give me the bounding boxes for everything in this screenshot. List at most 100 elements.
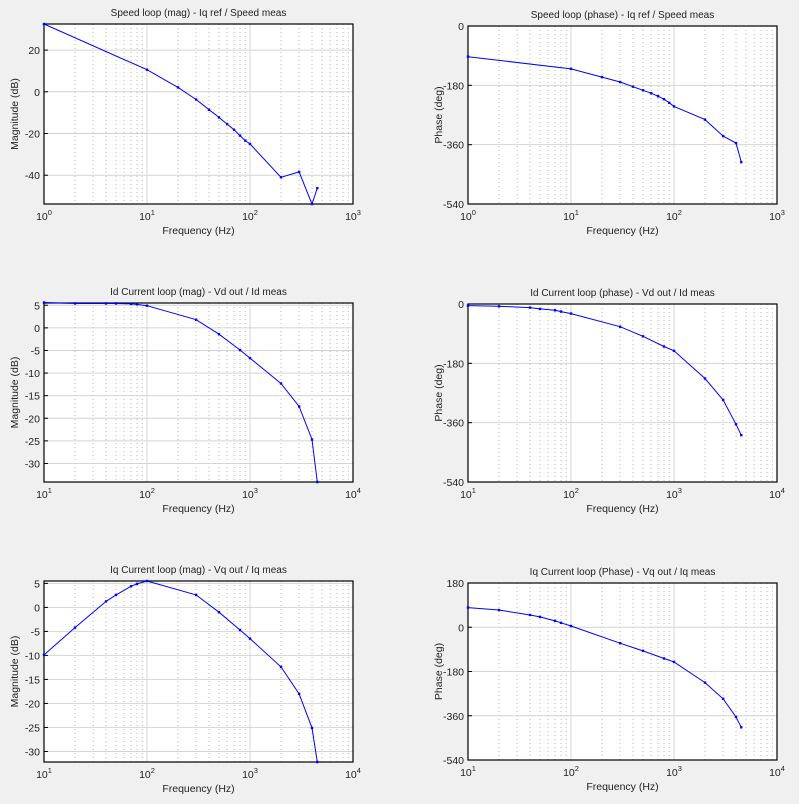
data-point [316, 186, 319, 190]
y-tick-label: 0 [34, 87, 40, 99]
axes-frame [467, 582, 778, 761]
chart-title: Speed loop (mag) - Iq ref / Speed meas [111, 8, 287, 19]
y-tick-label: 0 [34, 602, 40, 614]
y-tick-label: -540 [443, 477, 464, 489]
data-point [631, 85, 635, 88]
data-point [497, 608, 501, 612]
data-point [641, 335, 645, 338]
y-tick-label: -10 [25, 368, 40, 380]
chart-title: Id Current loop (mag) - Vd out / Id meas [110, 287, 287, 298]
data-point [734, 423, 738, 426]
data-point [641, 649, 645, 653]
x-tick-label: 104 [769, 764, 785, 779]
data-point [310, 726, 314, 730]
x-axis-label: Frequency (Hz) [162, 225, 234, 237]
data-point [569, 624, 573, 628]
data-point [316, 760, 319, 764]
data-point [194, 318, 198, 321]
plot-iq-phase: 101 102 103 104 -540 -360 -180 0 180 Iq Current l… [433, 567, 785, 793]
axes-frame [43, 302, 354, 483]
x-tick-label: 104 [345, 486, 361, 501]
data-point [721, 134, 725, 138]
x-axis-label: Frequency (Hz) [586, 225, 658, 237]
y-tick-label: -180 [443, 358, 464, 370]
y-tick-label: -180 [443, 667, 464, 679]
data-point [207, 108, 211, 111]
data-point [73, 626, 77, 629]
plot-area [44, 581, 353, 762]
y-tick-label: 0 [458, 299, 464, 311]
data-point [662, 345, 666, 348]
x-tick-label: 100 [36, 208, 52, 223]
data-point [297, 692, 301, 696]
y-tick-label: -30 [25, 458, 40, 470]
data-point [145, 579, 149, 583]
data-point [42, 653, 46, 657]
plot-area [44, 24, 353, 204]
axes-frame [467, 25, 778, 205]
y-tick-label: -10 [25, 650, 40, 662]
data-point [497, 305, 501, 308]
chart-title: Iq Current loop (Phase) - Vq out / Iq me… [530, 567, 716, 578]
y-tick-label: 180 [446, 578, 464, 590]
data-point [528, 613, 532, 617]
x-tick-label: 101 [139, 208, 155, 223]
x-tick-label: 102 [666, 208, 682, 223]
x-tick-label: 102 [563, 764, 579, 779]
data-point [129, 302, 133, 306]
x-tick-label: 103 [666, 764, 682, 779]
y-axis-label: Magnitude (dB) [9, 357, 21, 429]
data-point [279, 382, 283, 385]
data-point [217, 116, 221, 119]
data-point [297, 405, 301, 408]
plot-id-phase: 101 102 103 104 -540 -360 -180 0 Id Current loop… [433, 288, 785, 515]
y-axis-label: Magnitude (dB) [9, 636, 21, 708]
y-tick-label: -25 [25, 436, 40, 448]
y-tick-label: 0 [458, 21, 464, 33]
data-point [618, 642, 622, 645]
y-tick-label: -30 [25, 746, 40, 758]
data-point [672, 105, 676, 108]
y-tick-label: 20 [28, 45, 40, 57]
x-axis-label: Frequency (Hz) [162, 783, 234, 795]
data-point [42, 22, 46, 26]
x-tick-label: 103 [769, 208, 785, 223]
data-point [553, 619, 557, 623]
data-point [703, 377, 707, 380]
chart-title: Iq Current loop (mag) - Vq out / Iq meas [110, 565, 287, 576]
y-axis-label: Phase (deg) [433, 86, 445, 143]
data-point [129, 585, 133, 588]
data-point [649, 92, 653, 95]
data-point [42, 301, 46, 304]
y-axis-label: Magnitude (dB) [9, 78, 21, 150]
x-tick-label: 103 [345, 208, 361, 223]
plot-area [44, 303, 353, 482]
y-axis-label: Phase (deg) [433, 643, 445, 700]
chart-title: Id Current loop (phase) - Vd out / Id me… [530, 288, 715, 299]
data-point [466, 606, 470, 609]
data-point [538, 307, 542, 311]
axes-frame [43, 580, 354, 763]
x-tick-label: 101 [563, 208, 579, 223]
data-point [145, 68, 149, 71]
data-point [569, 67, 573, 71]
data-point [662, 657, 666, 660]
data-point [734, 715, 738, 719]
y-tick-label: 0 [458, 622, 464, 634]
data-point [538, 615, 542, 619]
data-point [248, 142, 252, 146]
data-point [668, 101, 671, 105]
x-axis-label: Frequency (Hz) [586, 503, 658, 515]
data-point [553, 309, 557, 312]
plot-speed-phase: 100 101 102 103 -540 -360 -180 0 Speed loop (pha… [433, 10, 785, 237]
x-tick-label: 104 [345, 766, 361, 781]
data-point [316, 480, 319, 484]
data-point [740, 433, 743, 437]
y-tick-label: -360 [443, 711, 464, 723]
data-point [297, 170, 301, 174]
x-tick-label: 104 [769, 486, 785, 501]
y-tick-label: -40 [25, 170, 40, 182]
data-point [217, 611, 221, 614]
y-tick-label: -180 [443, 80, 464, 92]
x-tick-label: 102 [139, 486, 155, 501]
